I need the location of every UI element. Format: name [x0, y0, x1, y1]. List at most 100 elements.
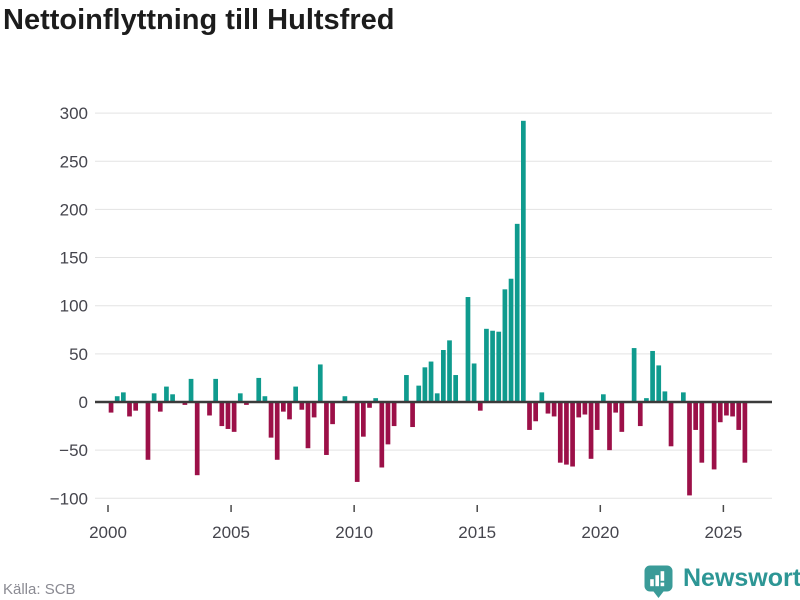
bar-2012-q1 — [404, 375, 409, 402]
y-tick-label-300: 300 — [60, 104, 88, 123]
bar-2000-q2 — [114, 396, 120, 402]
bar-2018-q2 — [557, 402, 563, 463]
y-tick-label-200: 200 — [60, 200, 88, 219]
x-tick-label-2025: 2025 — [704, 523, 742, 542]
bar-2016-q3 — [514, 223, 520, 402]
bar-2011-q2 — [385, 402, 391, 445]
newsworthy-bubble-icon — [644, 565, 673, 598]
bar-2008-q4 — [324, 402, 329, 455]
bar-2022-q3 — [662, 391, 668, 402]
bar-2024-q3 — [711, 402, 717, 470]
bar-2003-q2 — [188, 378, 194, 402]
bar-2005-q3 — [244, 402, 249, 405]
y-tick-label-100: 100 — [60, 297, 88, 316]
bar-2005-q2 — [237, 393, 243, 402]
bar-2004-q4 — [225, 402, 231, 429]
bar-2006-q1 — [256, 377, 262, 402]
bar-2015-q4 — [496, 331, 502, 402]
bar-2020-q1 — [601, 394, 606, 402]
bar-2015-q3 — [490, 330, 495, 402]
bar-2017-q4 — [545, 402, 551, 414]
bar-2004-q3 — [219, 402, 225, 427]
bar-2013-q2 — [434, 393, 440, 402]
bar-2011-q1 — [379, 402, 385, 468]
x-tick-label-2005: 2005 — [212, 523, 250, 542]
bar-2020-q3 — [613, 402, 619, 413]
bar-2019-q2 — [582, 402, 588, 415]
bar-2022-q1 — [650, 350, 655, 402]
bar-2012-q4 — [422, 367, 428, 402]
bar-2001-q1 — [133, 402, 139, 411]
bar-2016-q2 — [508, 278, 514, 402]
bar-2018-q3 — [564, 402, 569, 465]
y-tick-label-150: 150 — [60, 249, 88, 268]
bar-2000-q1 — [108, 402, 114, 413]
bar-2008-q2 — [311, 402, 317, 418]
bar-2013-q1 — [428, 361, 434, 402]
chart-title: Nettoinflyttning till Hultsfred — [3, 4, 395, 36]
x-tick-label-2010: 2010 — [335, 523, 373, 542]
bar-2004-q2 — [213, 378, 219, 402]
y-tick-label-50: 50 — [69, 345, 88, 364]
bar-2017-q3 — [539, 392, 545, 402]
bar-2015-q2 — [484, 328, 489, 402]
bar-2009-q3 — [342, 396, 348, 402]
bar-2017-q1 — [527, 402, 532, 430]
bar-2015-q1 — [477, 402, 483, 411]
bar-2010-q2 — [361, 402, 366, 437]
bar-2005-q1 — [231, 402, 237, 432]
bar-2019-q4 — [594, 402, 600, 430]
bar-2025-q1 — [724, 402, 729, 416]
bar-2014-q3 — [465, 297, 471, 402]
bar-2012-q2 — [410, 402, 415, 428]
bar-2023-q4 — [693, 402, 699, 430]
bar-2010-q3 — [367, 402, 372, 408]
bar-2025-q4 — [742, 402, 748, 463]
bar-2002-q1 — [157, 402, 163, 412]
bar-2006-q3 — [268, 402, 274, 438]
bar-2023-q3 — [687, 402, 692, 496]
bar-2021-q3 — [637, 402, 643, 427]
bar-2000-q4 — [127, 402, 132, 417]
bar-2020-q2 — [607, 402, 612, 451]
y-tick-label-250: 250 — [60, 152, 88, 171]
bar-2017-q2 — [533, 402, 539, 422]
bar-2002-q2 — [164, 386, 169, 402]
y-tick-label--100: −100 — [50, 489, 88, 508]
bar-2016-q4 — [521, 120, 526, 402]
bar-2016-q1 — [502, 289, 508, 402]
bar-2021-q2 — [631, 348, 637, 402]
bar-2007-q3 — [293, 386, 299, 402]
source-label: Källa: SCB — [3, 581, 76, 598]
y-tick-label-0: 0 — [79, 393, 88, 412]
y-tick-label--50: −50 — [59, 441, 88, 460]
bar-2013-q3 — [441, 349, 446, 402]
newsworthy-wordmark: Newsworthy — [683, 564, 800, 592]
bar-2021-q4 — [644, 398, 649, 402]
bar-2000-q3 — [121, 392, 126, 402]
bar-2002-q3 — [170, 394, 175, 402]
bar-2025-q3 — [736, 402, 742, 430]
bar-2001-q3 — [145, 402, 151, 460]
bar-2019-q3 — [588, 402, 594, 459]
bar-2018-q4 — [570, 402, 575, 467]
bar-2022-q4 — [668, 402, 674, 447]
bar-2022-q2 — [656, 365, 662, 402]
bar-2019-q1 — [576, 402, 582, 418]
bar-2023-q2 — [680, 392, 686, 402]
bar-2014-q4 — [471, 363, 477, 402]
bar-2006-q2 — [262, 396, 268, 402]
bar-2003-q3 — [194, 402, 200, 476]
bar-2020-q4 — [619, 402, 625, 432]
bar-2010-q1 — [354, 402, 360, 482]
bar-2024-q1 — [699, 402, 705, 463]
bar-2018-q1 — [551, 402, 557, 417]
newsworthy-logo[interactable]: Newsworthy — [644, 565, 800, 599]
bar-2004-q1 — [207, 402, 212, 416]
bar-2012-q3 — [416, 385, 422, 402]
bar-2013-q4 — [447, 340, 452, 402]
bar-2007-q4 — [299, 402, 305, 410]
bar-2003-q1 — [182, 402, 188, 405]
bar-2009-q1 — [330, 402, 335, 425]
